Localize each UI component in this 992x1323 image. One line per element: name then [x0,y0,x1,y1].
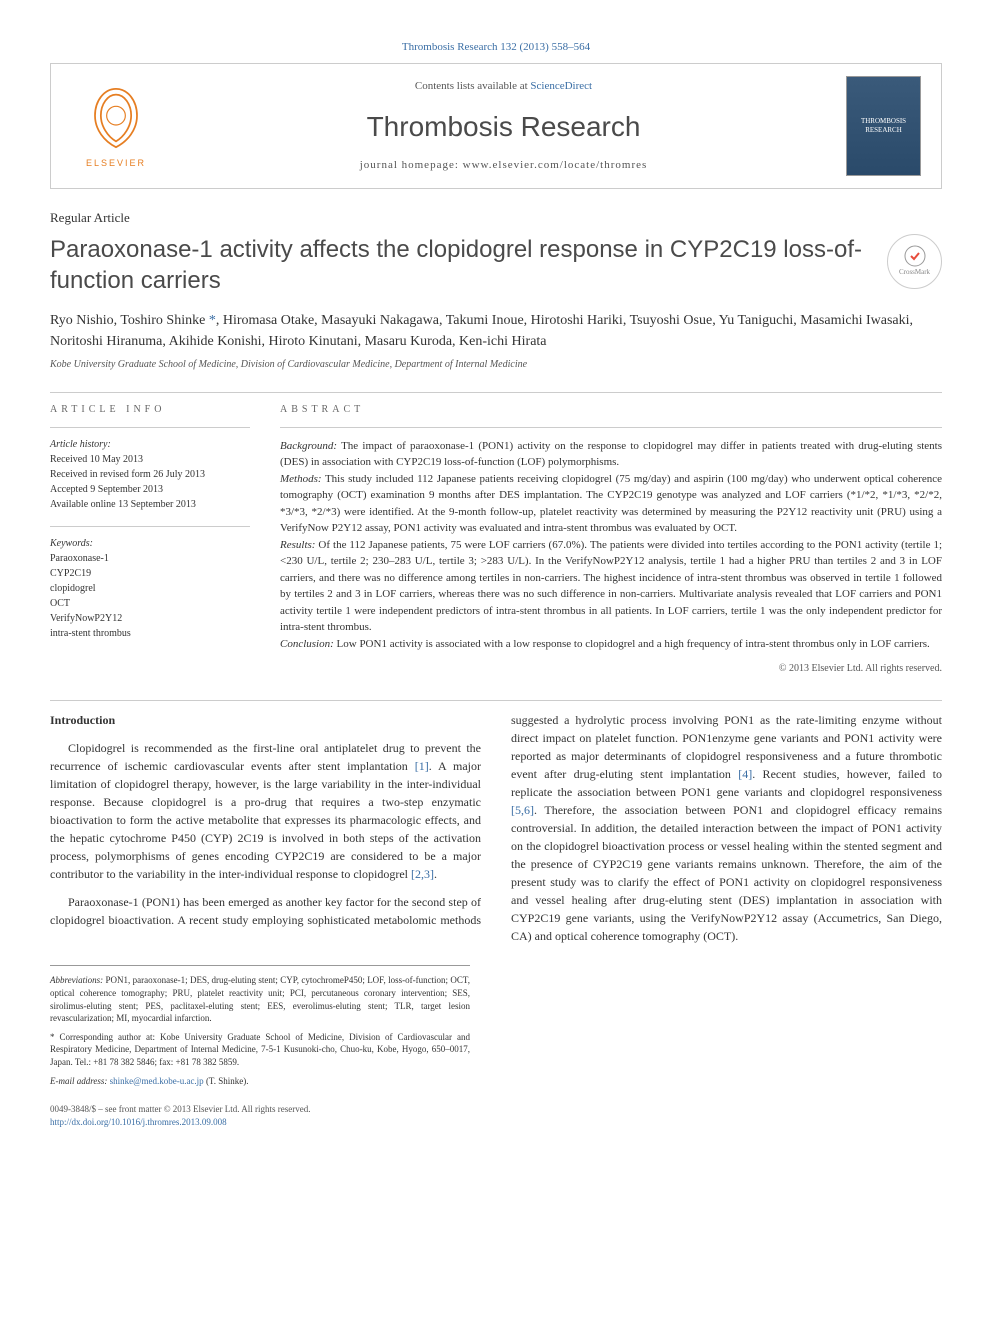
corresponding-marker: * [209,313,216,328]
ref-link[interactable]: [4] [738,767,752,781]
contents-line: Contents lists available at ScienceDirec… [161,79,846,94]
article-info-column: article info Article history: Received 1… [50,403,250,677]
authors-list: Ryo Nishio, Toshiro Shinke *, Hiromasa O… [50,310,942,352]
info-heading: article info [50,403,250,417]
ref-link[interactable]: [1] [415,759,429,773]
sciencedirect-link[interactable]: ScienceDirect [530,80,592,92]
article-title: Paraoxonase-1 activity affects the clopi… [50,234,867,296]
publisher-logo[interactable]: ELSEVIER [71,76,161,176]
abstract-column: abstract Background: The impact of parao… [280,403,942,677]
journal-cover-thumbnail[interactable]: THROMBOSIS RESEARCH [846,76,921,176]
article-type: Regular Article [50,209,942,227]
homepage-url[interactable]: www.elsevier.com/locate/thromres [463,159,648,171]
ref-link[interactable]: [5,6] [511,803,534,817]
article-body: Introduction Clopidogrel is recommended … [50,711,942,945]
footer: 0049-3848/$ – see front matter © 2013 El… [50,1103,942,1128]
crossmark-badge[interactable]: CrossMark [887,234,942,289]
body-paragraph: Clopidogrel is recommended as the first-… [50,739,481,883]
ref-link[interactable]: [2,3] [411,867,434,881]
introduction-heading: Introduction [50,711,481,729]
journal-homepage: journal homepage: www.elsevier.com/locat… [161,158,846,173]
copyright: © 2013 Elsevier Ltd. All rights reserved… [280,662,942,676]
doi-link[interactable]: http://dx.doi.org/10.1016/j.thromres.201… [50,1117,227,1127]
affiliation: Kobe University Graduate School of Medic… [50,358,942,372]
journal-name: Thrombosis Research [161,107,846,146]
email-link[interactable]: shinke@med.kobe-u.ac.jp [107,1076,203,1086]
abstract-text: Background: The impact of paraoxonase-1 … [280,438,942,653]
keywords-block: Keywords: Paraoxonase-1 CYP2C19 clopidog… [50,537,250,641]
article-history: Article history: Received 10 May 2013 Re… [50,438,250,512]
journal-header: ELSEVIER Contents lists available at Sci… [50,63,942,189]
footnotes: Abbreviations: PON1, paraoxonase-1; DES,… [50,965,470,1087]
abstract-heading: abstract [280,403,942,417]
publisher-name: ELSEVIER [86,157,146,170]
divider [50,392,942,393]
journal-citation[interactable]: Thrombosis Research 132 (2013) 558–564 [50,40,942,55]
